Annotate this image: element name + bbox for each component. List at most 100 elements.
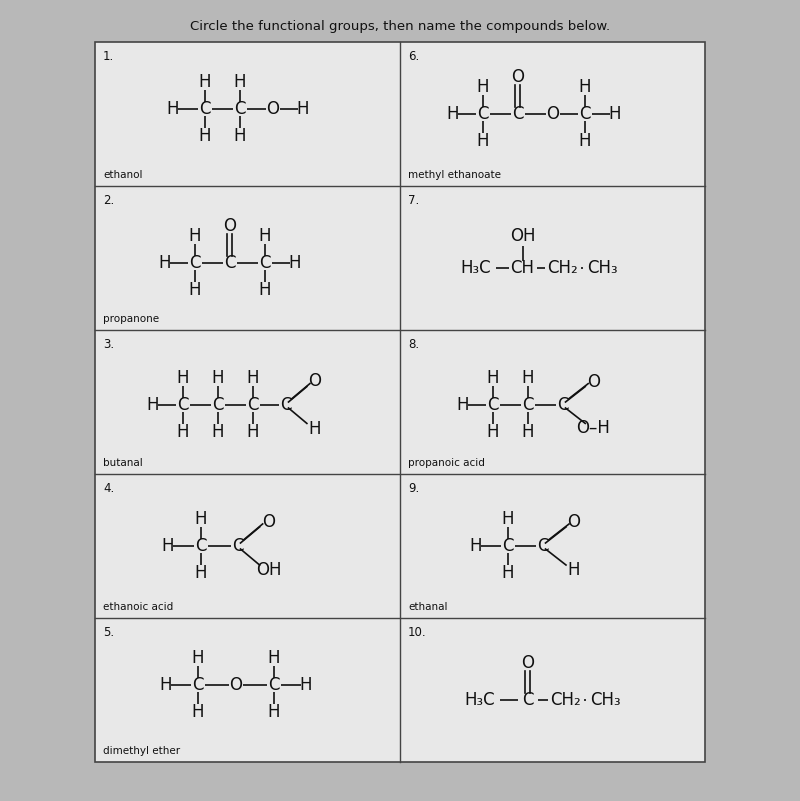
Text: C: C [246,396,258,414]
Text: H: H [568,561,580,579]
Text: H: H [522,423,534,441]
Text: H: H [246,369,258,387]
Bar [95,42,705,762]
Text: 5.: 5. [103,626,114,639]
Text: 3.: 3. [103,338,114,351]
Text: methyl ethanoate: methyl ethanoate [408,170,501,180]
Text: H: H [246,423,258,441]
Text: C: C [258,254,270,272]
Text: C: C [537,537,548,555]
Text: propanone: propanone [103,314,159,324]
Text: C: C [224,254,235,272]
Text: H: H [211,423,224,441]
Text: H: H [146,396,158,414]
Text: H: H [211,369,224,387]
Text: CH₂: CH₂ [547,259,578,277]
Text: H: H [188,281,201,299]
Text: 7.: 7. [408,194,419,207]
Text: O: O [567,513,581,531]
Text: H: H [296,100,309,118]
Text: H: H [194,510,206,528]
Text: H: H [234,73,246,91]
Text: butanal: butanal [103,458,142,468]
Text: C: C [268,676,279,694]
Text: O: O [586,372,600,391]
Text: C: C [234,100,246,118]
Text: H: H [162,537,174,555]
Text: 8.: 8. [408,338,419,351]
Text: C: C [477,105,488,123]
Text: H: H [288,254,301,272]
Text: C: C [177,396,188,414]
Text: H: H [166,100,178,118]
Text: C: C [522,396,534,414]
Text: ethanol: ethanol [103,170,142,180]
Text: CH₃: CH₃ [590,691,621,709]
Text: C: C [198,100,210,118]
Text: C: C [578,105,590,123]
Text: 6.: 6. [408,50,419,63]
Text: H: H [522,369,534,387]
Text: propanoic acid: propanoic acid [408,458,485,468]
Text: H: H [502,510,514,528]
Text: H: H [159,676,172,694]
Text: H: H [191,649,204,667]
Text: H: H [198,73,210,91]
Text: ethanal: ethanal [408,602,447,612]
Text: C: C [280,396,291,414]
Text: H: H [486,369,498,387]
Text: H: H [188,227,201,245]
Text: C: C [189,254,200,272]
Text: CH₂: CH₂ [550,691,581,709]
Text: ethanoic acid: ethanoic acid [103,602,174,612]
Text: H: H [258,227,270,245]
Text: H: H [299,676,312,694]
Text: H: H [578,132,590,150]
Text: C: C [522,691,534,709]
Text: H₃C: H₃C [464,691,495,709]
Text: CH: CH [510,259,534,277]
Text: H: H [486,423,498,441]
Text: H: H [470,537,482,555]
Text: H: H [194,564,206,582]
Text: H: H [267,649,280,667]
Text: H: H [191,703,204,721]
Text: H: H [476,132,489,150]
Text: 4.: 4. [103,482,114,495]
Text: O: O [223,217,236,235]
Text: CH₃: CH₃ [587,259,618,277]
Text: 10.: 10. [408,626,426,639]
Text: O–H: O–H [576,420,610,437]
Text: C: C [557,396,568,414]
Text: 1.: 1. [103,50,114,63]
Text: H: H [267,703,280,721]
Text: C: C [502,537,514,555]
Text: OH: OH [510,227,535,245]
Text: 2.: 2. [103,194,114,207]
Text: C: C [192,676,203,694]
Text: H: H [198,127,210,145]
Text: O: O [511,68,524,86]
Text: 9.: 9. [408,482,419,495]
Text: H: H [502,564,514,582]
Text: H: H [309,421,321,438]
Text: O: O [521,654,534,672]
Text: H: H [258,281,270,299]
Text: H: H [608,105,621,123]
Text: OH: OH [256,561,282,579]
Text: H: H [176,423,189,441]
Text: Circle the functional groups, then name the compounds below.: Circle the functional groups, then name … [190,20,610,33]
Text: H: H [176,369,189,387]
Text: C: C [194,537,206,555]
Text: C: C [512,105,523,123]
Text: C: C [232,537,243,555]
Text: H: H [158,254,170,272]
Text: O: O [262,513,275,531]
Text: H₃C: H₃C [460,259,491,277]
Text: H: H [456,396,469,414]
Text: dimethyl ether: dimethyl ether [103,746,180,756]
Text: H: H [234,127,246,145]
Text: H: H [446,105,458,123]
Text: H: H [476,78,489,96]
Text: C: C [486,396,498,414]
